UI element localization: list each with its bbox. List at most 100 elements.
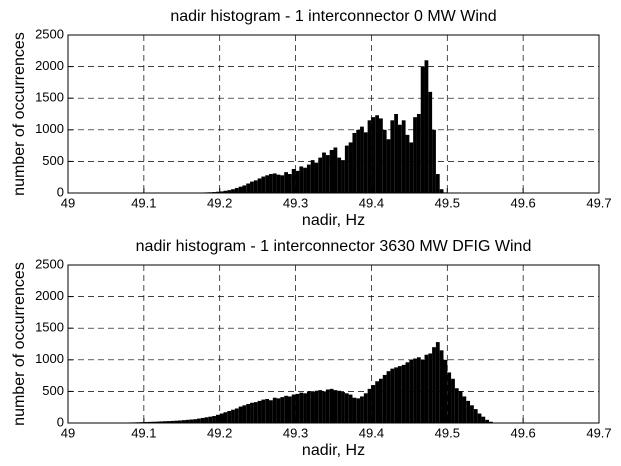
histogram-bar bbox=[250, 403, 254, 423]
histogram-bar bbox=[364, 132, 368, 193]
histogram-bar bbox=[432, 130, 436, 193]
histogram-bar bbox=[402, 120, 406, 193]
histogram-bar bbox=[277, 398, 281, 423]
y-tick-label: 2500 bbox=[35, 256, 64, 271]
histogram-bar bbox=[387, 371, 391, 423]
histogram-bar bbox=[254, 402, 258, 423]
histogram-bar bbox=[280, 175, 284, 193]
histogram-bar bbox=[296, 171, 300, 193]
histogram-bar bbox=[428, 92, 432, 193]
histogram-bar bbox=[326, 155, 330, 193]
histogram-bar bbox=[413, 359, 417, 423]
histogram-bar bbox=[318, 390, 322, 423]
histogram-bar bbox=[277, 175, 281, 193]
histogram-bar bbox=[318, 158, 322, 193]
histogram-bar bbox=[436, 342, 440, 423]
histogram-bar bbox=[311, 160, 315, 193]
histogram-bar bbox=[292, 395, 296, 423]
histogram-bar bbox=[315, 163, 319, 193]
histogram-bar bbox=[341, 160, 345, 193]
histogram-bar bbox=[390, 369, 394, 423]
histogram-bar bbox=[235, 408, 239, 423]
histogram-bar bbox=[428, 353, 432, 423]
histogram-bar bbox=[394, 114, 398, 193]
histogram-bar bbox=[261, 177, 265, 193]
histogram-bar bbox=[466, 401, 470, 423]
x-tick-label: 49.6 bbox=[510, 195, 535, 210]
histogram-bar bbox=[455, 388, 459, 423]
histogram-bar bbox=[334, 147, 338, 193]
histogram-bar bbox=[231, 410, 235, 423]
histogram-bar bbox=[239, 407, 243, 423]
histogram-bar bbox=[239, 187, 243, 193]
histogram-bar bbox=[326, 390, 330, 423]
histogram-bar bbox=[330, 150, 334, 193]
histogram-bar bbox=[299, 393, 303, 423]
histogram-bar bbox=[390, 120, 394, 193]
histogram-bar bbox=[341, 392, 345, 423]
x-axis-label: nadir, Hz bbox=[302, 212, 365, 229]
histogram-bar bbox=[224, 412, 228, 423]
histogram-bar bbox=[208, 417, 212, 423]
histogram-bar bbox=[205, 417, 209, 423]
histogram-bar bbox=[250, 182, 254, 193]
histogram-bar bbox=[201, 418, 205, 423]
histogram-bar bbox=[417, 357, 421, 423]
histogram-bar bbox=[383, 130, 387, 193]
x-tick-label: 49.5 bbox=[435, 195, 460, 210]
histogram-bar bbox=[273, 173, 277, 193]
histogram-bar bbox=[352, 398, 356, 423]
y-tick-label: 1000 bbox=[35, 351, 64, 366]
histogram-bar bbox=[212, 416, 216, 423]
histogram-bar bbox=[398, 366, 402, 423]
histogram-bar bbox=[322, 153, 326, 193]
histogram-bar bbox=[356, 130, 360, 193]
histogram-bar bbox=[315, 391, 319, 423]
histogram-bar bbox=[349, 395, 353, 423]
histogram-bar bbox=[413, 117, 417, 193]
histogram-bar bbox=[288, 174, 292, 193]
x-tick-label: 49.3 bbox=[283, 195, 308, 210]
histogram-bar bbox=[311, 392, 315, 423]
x-tick-label: 49.4 bbox=[359, 425, 384, 440]
histogram-bar bbox=[280, 397, 284, 423]
histogram-bar bbox=[337, 391, 341, 423]
histogram-bar bbox=[330, 389, 334, 423]
chart-title: nadir histogram - 1 interconnector 3630 … bbox=[136, 238, 532, 255]
histogram-bar bbox=[406, 362, 410, 423]
histogram-bar bbox=[398, 125, 402, 193]
histogram-bar bbox=[288, 396, 292, 423]
histogram-bar bbox=[307, 165, 311, 193]
histogram-bar bbox=[296, 394, 300, 423]
histogram-bar bbox=[387, 139, 391, 193]
histogram-bar bbox=[258, 401, 262, 423]
y-axis-label: number of occurrences bbox=[11, 262, 28, 426]
histogram-bar bbox=[383, 375, 387, 423]
histogram-bar bbox=[409, 142, 413, 193]
x-tick-label: 49.1 bbox=[131, 425, 156, 440]
histogram-bar bbox=[425, 355, 429, 423]
histogram-bar bbox=[436, 174, 440, 193]
histogram-bar bbox=[322, 391, 326, 423]
histogram-bar bbox=[356, 398, 360, 423]
histogram-bar bbox=[345, 146, 349, 193]
histogram-bar bbox=[371, 385, 375, 423]
histogram-bar bbox=[269, 400, 273, 423]
histogram-bar bbox=[368, 120, 372, 193]
histogram-bar bbox=[334, 390, 338, 423]
y-tick-label: 500 bbox=[42, 153, 64, 168]
histogram-bar bbox=[258, 178, 262, 193]
x-tick-label: 49.5 bbox=[435, 425, 460, 440]
histogram-bar bbox=[432, 347, 436, 423]
histogram-bar bbox=[227, 411, 231, 423]
histogram-bar bbox=[478, 414, 482, 423]
histogram-bar bbox=[349, 142, 353, 193]
histogram-bar bbox=[273, 398, 277, 423]
histogram-bar bbox=[459, 391, 463, 423]
histogram-bar bbox=[345, 393, 349, 423]
histogram-bar bbox=[425, 60, 429, 193]
histogram-bar bbox=[379, 118, 383, 193]
x-tick-label: 49 bbox=[61, 425, 75, 440]
x-tick-label: 49.4 bbox=[359, 195, 384, 210]
